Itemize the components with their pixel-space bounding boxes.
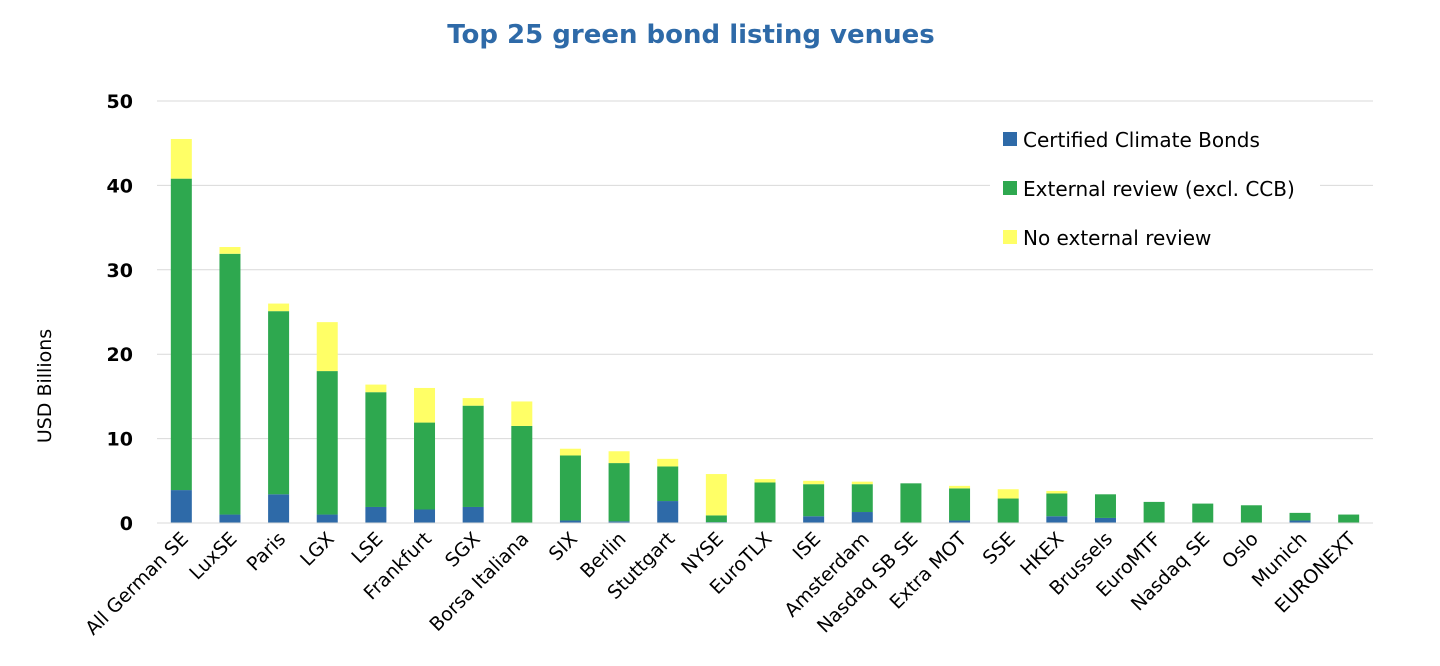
- bar-segment-2: [657, 466, 679, 502]
- legend-swatch-2: [1003, 181, 1017, 195]
- bar-segment-2: [851, 484, 873, 513]
- bar-segment-1: [803, 516, 825, 523]
- bar-segment-3: [705, 474, 727, 516]
- x-tick-label: Paris: [243, 528, 291, 576]
- legend-swatch-1: [1003, 132, 1017, 146]
- legend: Certified Climate Bonds External review (…: [990, 118, 1320, 258]
- bar-segment-3: [803, 480, 825, 485]
- bar-segment-1: [170, 490, 192, 523]
- bar-segment-2: [268, 311, 290, 495]
- bar-segment-3: [462, 398, 484, 406]
- x-tick-label: Oslo: [1218, 528, 1263, 573]
- y-tick-label: 10: [107, 429, 133, 451]
- y-axis-ticks: 0 10 20 30 40 50: [107, 91, 133, 535]
- bar-segment-3: [754, 479, 776, 483]
- x-tick-label: ISE: [789, 528, 826, 565]
- bar-segment-2: [1094, 494, 1116, 518]
- bar-segment-1: [608, 521, 630, 523]
- y-tick-label: 30: [107, 260, 133, 282]
- bar-segment-3: [268, 303, 290, 312]
- bar-segment-1: [316, 514, 338, 523]
- bar-segment-1: [1046, 516, 1068, 523]
- x-tick-label: All German SE: [81, 528, 193, 640]
- bar-segment-3: [219, 247, 241, 254]
- bar-segment-1: [1289, 520, 1311, 523]
- bar-segment-2: [316, 371, 338, 515]
- bar-segment-2: [219, 253, 241, 515]
- bar-segment-2: [997, 498, 1019, 523]
- bar-segment-2: [705, 515, 727, 523]
- bar-segment-1: [414, 509, 436, 523]
- x-tick-label: SSE: [979, 528, 1020, 569]
- x-tick-label: SIX: [545, 528, 582, 565]
- bar-segment-2: [608, 463, 630, 522]
- bar-segment-2: [1289, 512, 1311, 521]
- bar-segment-3: [997, 489, 1019, 499]
- bar-segment-2: [1192, 503, 1214, 523]
- x-tick-label: LSE: [347, 528, 387, 568]
- bar-segment-3: [608, 451, 630, 464]
- bar-segment-2: [559, 455, 581, 521]
- legend-swatch-3: [1003, 230, 1017, 244]
- bar-segment-2: [1240, 505, 1262, 523]
- bar-segment-2: [754, 482, 776, 523]
- bar-segment-2: [414, 422, 436, 510]
- bar-segment-3: [170, 138, 192, 179]
- bar-segment-1: [365, 506, 387, 523]
- bar-segment-2: [462, 405, 484, 507]
- bar-segment-2: [1143, 501, 1165, 523]
- bar-segment-1: [851, 512, 873, 523]
- bar-segment-2: [1046, 493, 1068, 517]
- bar-segment-2: [949, 488, 971, 521]
- bar-segment-3: [316, 322, 338, 372]
- bar-segment-1: [268, 494, 290, 523]
- bar-segment-2: [803, 484, 825, 517]
- bar-segment-2: [511, 425, 533, 523]
- bar-segment-3: [414, 387, 436, 423]
- y-tick-label: 20: [107, 344, 133, 366]
- legend-background: [990, 118, 1320, 258]
- bar-segment-1: [949, 520, 971, 523]
- x-tick-label: LuxSE: [185, 528, 241, 584]
- bar-segment-3: [851, 481, 873, 485]
- y-tick-label: 0: [120, 513, 133, 535]
- bar-segment-1: [1094, 517, 1116, 523]
- bar-segment-3: [657, 458, 679, 467]
- x-tick-label: LGX: [296, 528, 339, 571]
- legend-label-1: Certified Climate Bonds: [1023, 128, 1260, 152]
- bar-segment-3: [559, 448, 581, 456]
- bar-segment-1: [559, 520, 581, 523]
- bar-segment-1: [462, 506, 484, 523]
- bar-segment-3: [949, 485, 971, 489]
- bar-segment-3: [365, 384, 387, 393]
- y-tick-label: 40: [107, 175, 133, 197]
- chart-title: Top 25 green bond listing venues: [447, 20, 934, 50]
- x-tick-label: SGX: [441, 528, 485, 572]
- bar-segment-2: [365, 392, 387, 507]
- bar-segment-2: [170, 178, 192, 491]
- bar-segment-3: [1046, 490, 1068, 494]
- y-tick-label: 50: [107, 91, 133, 113]
- bar-segment-1: [657, 501, 679, 523]
- y-axis-label: USD Billions: [34, 329, 56, 443]
- legend-label-2: External review (excl. CCB): [1023, 177, 1295, 201]
- legend-label-3: No external review: [1023, 226, 1211, 250]
- bar-segment-2: [900, 483, 922, 523]
- bars: [170, 138, 1360, 523]
- bar-segment-1: [219, 514, 241, 523]
- bar-segment-3: [511, 401, 533, 426]
- bar-segment-2: [1338, 514, 1360, 523]
